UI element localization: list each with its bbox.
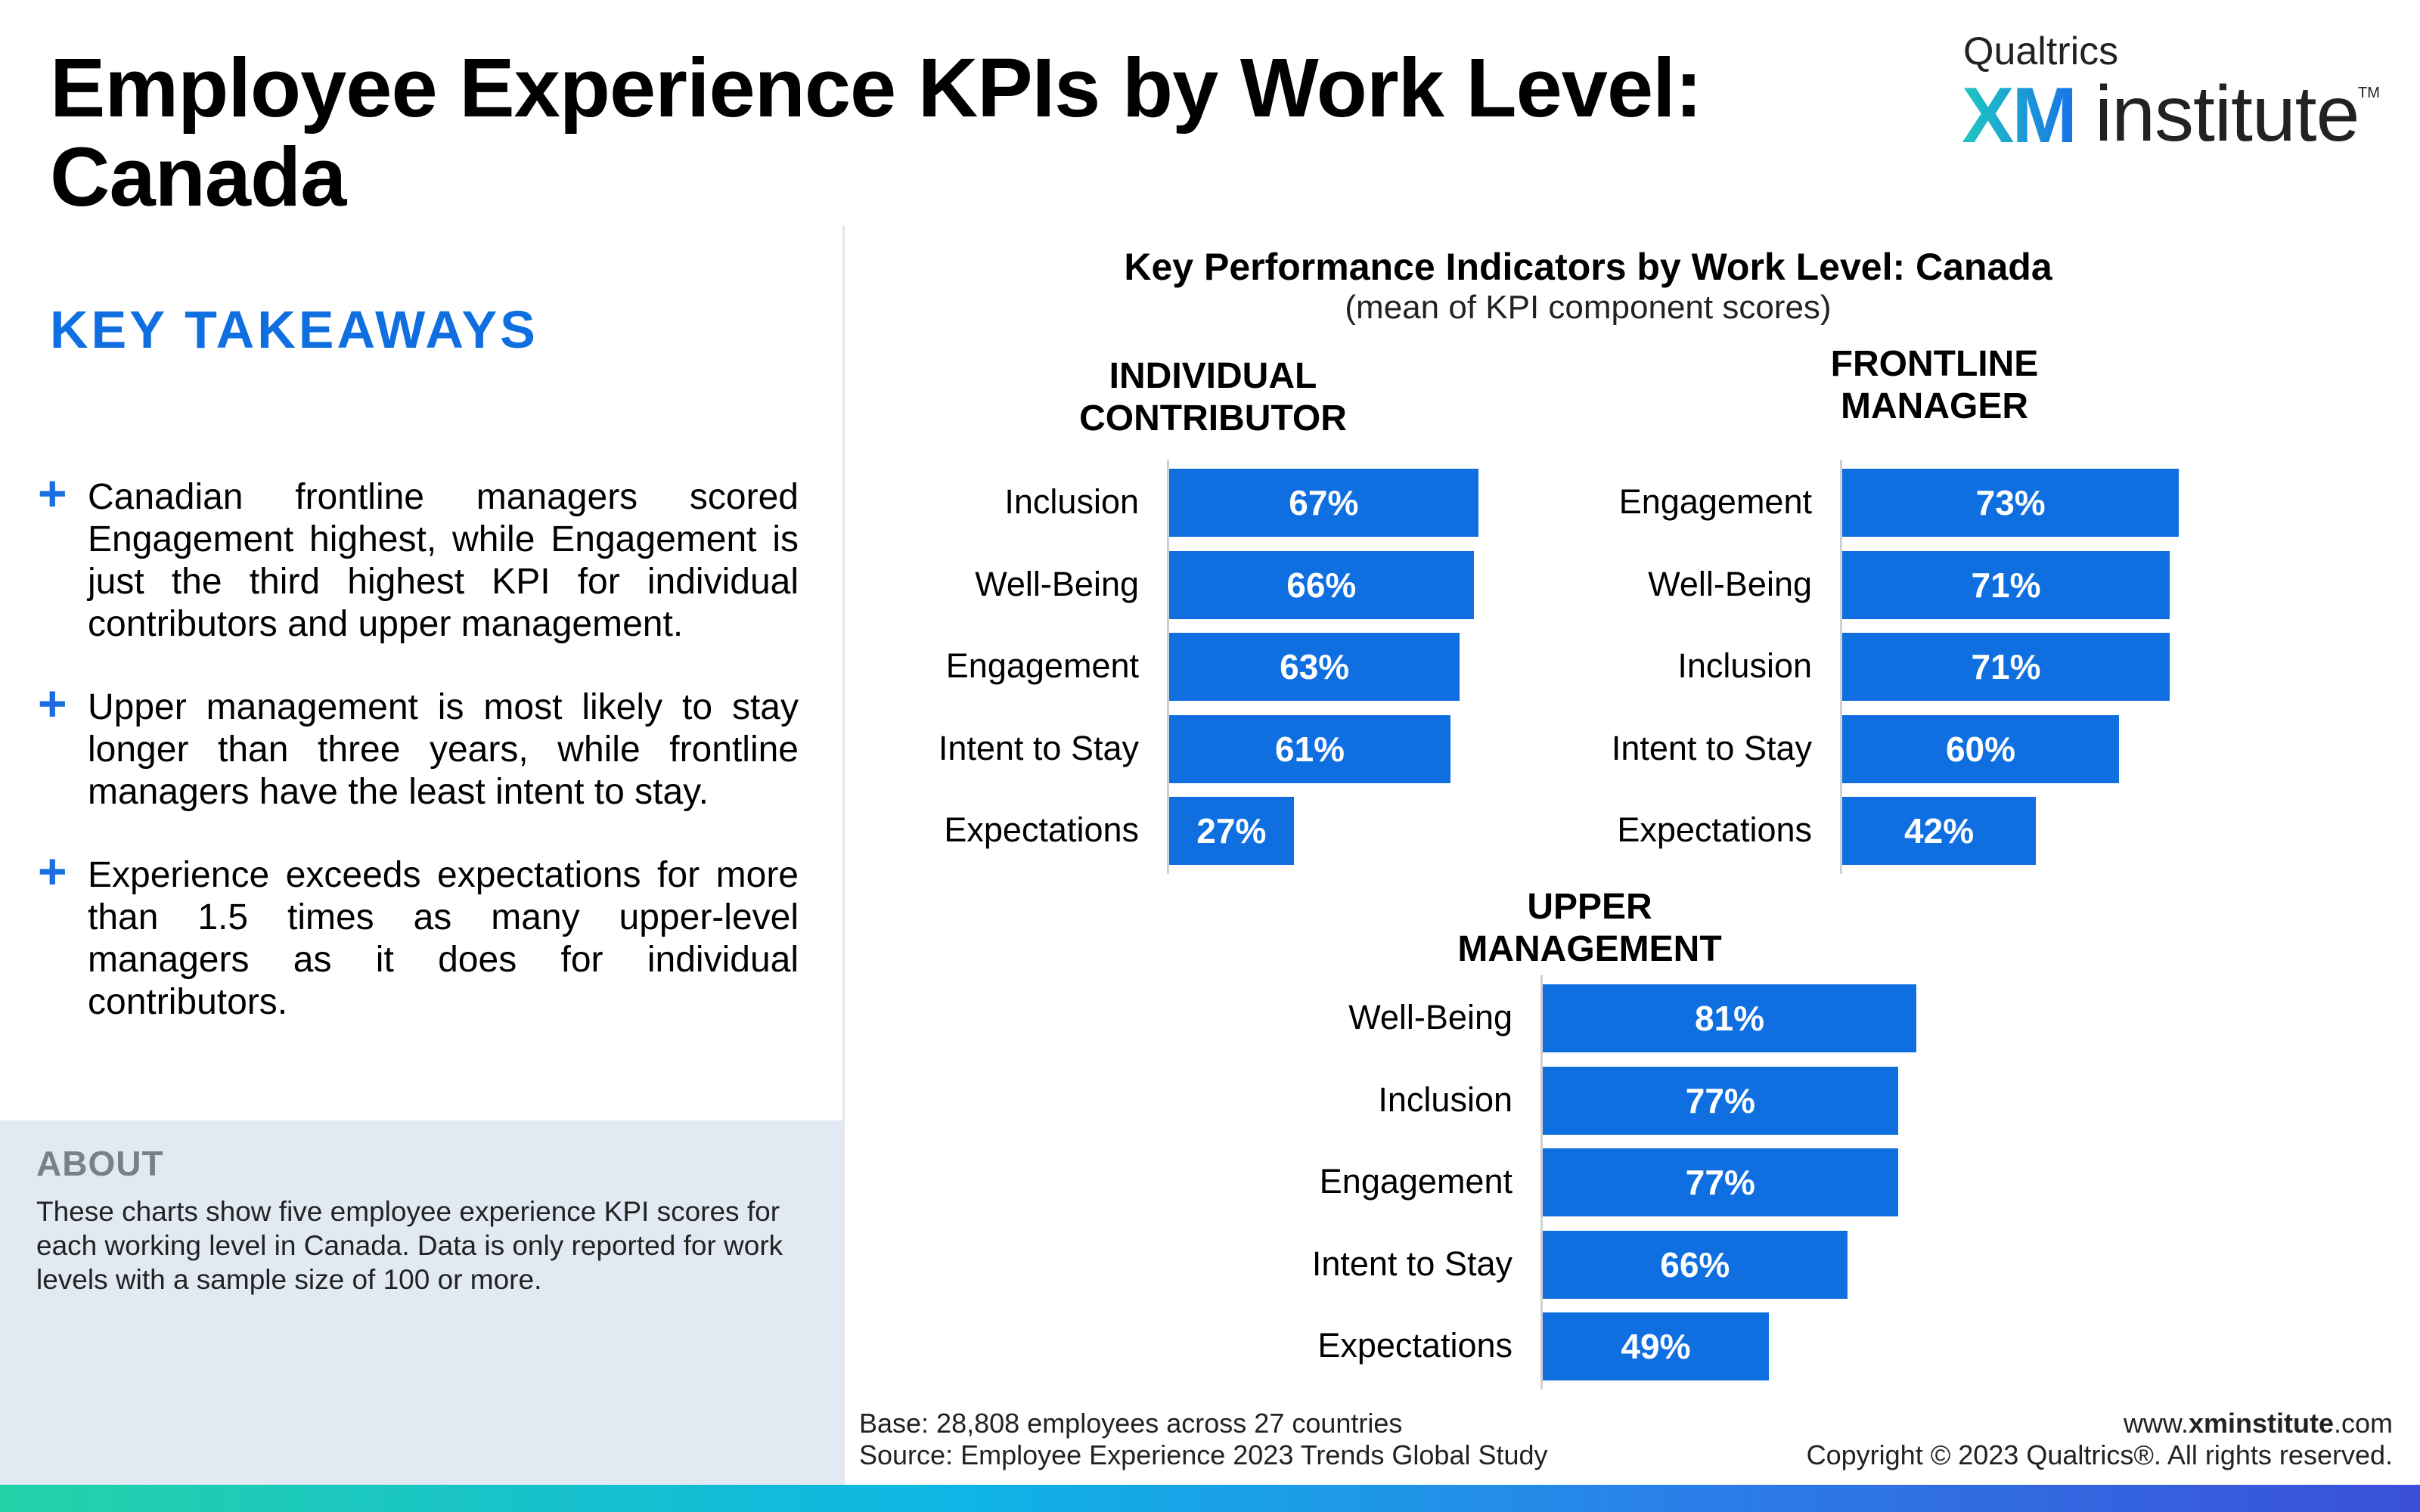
plus-icon: + [38, 843, 67, 899]
bar-value-label: 71% [1971, 647, 2041, 686]
plus-icon: + [38, 465, 67, 521]
panel-title-line2: MANAGEMENT [1457, 929, 1722, 969]
about-title: ABOUT [36, 1144, 164, 1183]
category-label: Intent to Stay [1311, 1244, 1512, 1283]
takeaway-item: Experience exceeds expectations for more… [88, 855, 799, 1022]
panel-title-line1: UPPER [1527, 887, 1652, 927]
category-label: Well-Being [975, 564, 1139, 603]
about-text: These charts show five employee experien… [36, 1196, 783, 1295]
panel-title-line1: INDIVIDUAL [1109, 356, 1317, 396]
bar [1842, 469, 2180, 537]
bar [1169, 797, 1294, 865]
bar-value-label: 67% [1289, 483, 1359, 522]
bar-value-label: 81% [1695, 999, 1765, 1038]
logo-qualtrics-text: Qualtrics [1963, 29, 2119, 73]
category-label: Well-Being [1348, 998, 1512, 1036]
bar-value-label: 77% [1685, 1163, 1755, 1202]
category-label: Inclusion [1378, 1080, 1512, 1119]
axis-line [1167, 460, 1169, 874]
source-note: Source: Employee Experience 2023 Trends … [859, 1439, 1548, 1470]
bar [1842, 714, 2119, 783]
bar-value-label: 61% [1275, 729, 1345, 769]
chart-title: Key Performance Indicators by Work Level… [1124, 246, 2052, 288]
column-divider [842, 225, 845, 1485]
axis-line [1840, 460, 1842, 874]
bar-value-label: 73% [1975, 483, 2046, 522]
panel-title: INDIVIDUAL CONTRIBUTOR [911, 355, 1516, 440]
page-title: Employee Experience KPIs by Work Level: … [50, 44, 1789, 222]
category-label: Engagement [945, 646, 1139, 685]
panel-title: UPPER MANAGEMENT [1287, 886, 1892, 971]
bar [1543, 1312, 1769, 1380]
bar-value-label: 66% [1286, 565, 1357, 605]
category-label: Expectations [944, 810, 1139, 849]
category-label: Expectations [1317, 1326, 1512, 1365]
page-title-line2: Canada [50, 131, 346, 224]
bar [1543, 1148, 1898, 1216]
bar [1543, 1066, 1898, 1135]
bar-value-label: 27% [1196, 811, 1267, 850]
bar [1842, 633, 2170, 701]
website-link[interactable]: www.xminstitute.com [2124, 1408, 2393, 1439]
bar-value-label: 77% [1685, 1080, 1755, 1120]
logo-institute-text: institute [2095, 70, 2360, 158]
logo-tm-text: TM [2358, 85, 2380, 101]
key-takeaways-heading: KEY TAKEAWAYS [50, 300, 538, 359]
chart-subtitle: (mean of KPI component scores) [1345, 289, 1832, 326]
panel-title-line1: FRONTLINE [1830, 344, 2039, 384]
page-title-line1: Employee Experience KPIs by Work Level: [50, 42, 1702, 135]
bar [1169, 550, 1474, 619]
bar [1169, 469, 1478, 537]
takeaway-item: Canadian frontline managers scored Engag… [88, 477, 799, 644]
bar [1169, 633, 1460, 701]
category-label: Inclusion [1004, 482, 1139, 521]
category-label: Engagement [1319, 1162, 1512, 1201]
bar [1842, 550, 2170, 619]
category-label: Inclusion [1677, 646, 1812, 685]
bar-value-label: 49% [1621, 1327, 1691, 1366]
axis-line [1540, 975, 1543, 1390]
website-suffix: .com [2333, 1408, 2393, 1439]
bar-value-label: 66% [1660, 1244, 1730, 1284]
about-panel: ABOUT These charts show five employee ex… [0, 1120, 842, 1485]
panel-title-line2: CONTRIBUTOR [1079, 398, 1347, 438]
panel-title-line2: MANAGER [1841, 386, 2028, 426]
bar-value-label: 60% [1945, 729, 2016, 769]
category-label: Expectations [1617, 810, 1812, 849]
bottom-gradient-band [0, 1485, 2420, 1512]
takeaway-item: Upper management is most likely to stay … [88, 687, 799, 812]
bar [1842, 797, 2037, 865]
bar [1169, 714, 1451, 783]
base-note: Base: 28,808 employees across 27 countri… [859, 1408, 1403, 1439]
website-prefix: www. [2123, 1408, 2189, 1439]
copyright-text: Copyright © 2023 Qualtrics®. All rights … [1806, 1439, 2393, 1470]
plus-icon: + [38, 675, 67, 731]
logo-xm-text: XM [1962, 72, 2077, 160]
bar [1543, 984, 1917, 1052]
bar-value-label: 71% [1971, 565, 2041, 605]
bar-value-label: 42% [1904, 811, 1975, 850]
category-label: Intent to Stay [1611, 728, 1812, 767]
bar-value-label: 63% [1280, 647, 1350, 686]
bar [1543, 1230, 1848, 1299]
qualtrics-xm-institute-logo: Qualtrics XM institute TM [1950, 29, 2380, 160]
category-label: Intent to Stay [938, 728, 1139, 767]
category-label: Well-Being [1648, 564, 1812, 603]
category-label: Engagement [1618, 482, 1812, 521]
website-domain: xminstitute [2188, 1408, 2334, 1439]
panel-title: FRONTLINE MANAGER [1632, 343, 2237, 428]
